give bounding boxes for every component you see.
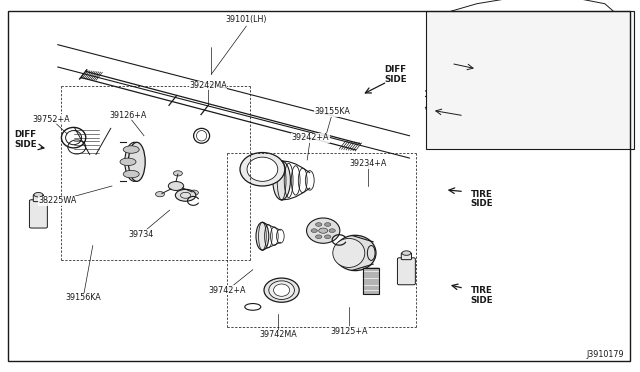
Ellipse shape [129,142,145,182]
Text: TIRE
SIDE: TIRE SIDE [470,190,493,208]
Circle shape [324,223,331,227]
Text: J3910179: J3910179 [586,350,624,359]
Circle shape [316,235,322,238]
Circle shape [175,189,196,201]
Circle shape [173,171,182,176]
Ellipse shape [34,193,43,197]
Ellipse shape [445,81,470,107]
FancyBboxPatch shape [364,268,380,294]
FancyBboxPatch shape [401,253,412,260]
Bar [426,11,634,149]
Ellipse shape [125,142,144,182]
Text: 38225WA: 38225WA [38,196,77,205]
Ellipse shape [123,146,140,153]
Ellipse shape [196,131,207,141]
Circle shape [324,235,331,238]
Text: 39734: 39734 [128,230,154,239]
Text: 39155KA: 39155KA [315,107,351,116]
FancyBboxPatch shape [397,258,415,285]
Circle shape [156,192,164,197]
Ellipse shape [256,222,269,250]
Text: TIRE
SIDE: TIRE SIDE [470,286,493,305]
Circle shape [329,229,335,232]
Ellipse shape [120,158,136,166]
Ellipse shape [367,246,375,260]
Text: 39125+A: 39125+A [330,327,367,336]
Text: 39234+A: 39234+A [349,159,387,168]
Ellipse shape [123,170,140,178]
Ellipse shape [402,251,411,255]
Ellipse shape [307,218,340,243]
Text: 39242MA: 39242MA [189,81,227,90]
Wedge shape [468,68,498,77]
Ellipse shape [269,281,294,299]
Text: 3910KLH: 3910KLH [442,77,474,83]
Ellipse shape [274,284,290,296]
Ellipse shape [335,235,376,271]
Text: 39156KA: 39156KA [65,293,101,302]
Text: 39242+A: 39242+A [292,133,329,142]
Text: DIFF
SIDE: DIFF SIDE [14,130,36,149]
FancyBboxPatch shape [33,195,44,202]
Circle shape [319,228,328,233]
Ellipse shape [273,161,291,200]
Circle shape [168,182,184,190]
FancyBboxPatch shape [29,200,47,228]
Ellipse shape [240,153,285,186]
Ellipse shape [66,131,82,145]
Text: 39752+A: 39752+A [33,115,70,124]
Ellipse shape [333,238,365,267]
Circle shape [311,229,317,232]
Circle shape [563,100,602,123]
Circle shape [316,223,322,227]
Circle shape [189,190,198,195]
Text: DIFF
SIDE: DIFF SIDE [384,65,406,84]
Text: 39101(LH): 39101(LH) [226,15,267,24]
Text: 39126+A: 39126+A [109,111,147,120]
Ellipse shape [247,157,278,181]
Text: 39742MA: 39742MA [260,330,297,339]
Text: 39742+A: 39742+A [209,286,246,295]
Text: TIRE
SIDE: TIRE SIDE [470,120,489,133]
Ellipse shape [264,278,300,302]
